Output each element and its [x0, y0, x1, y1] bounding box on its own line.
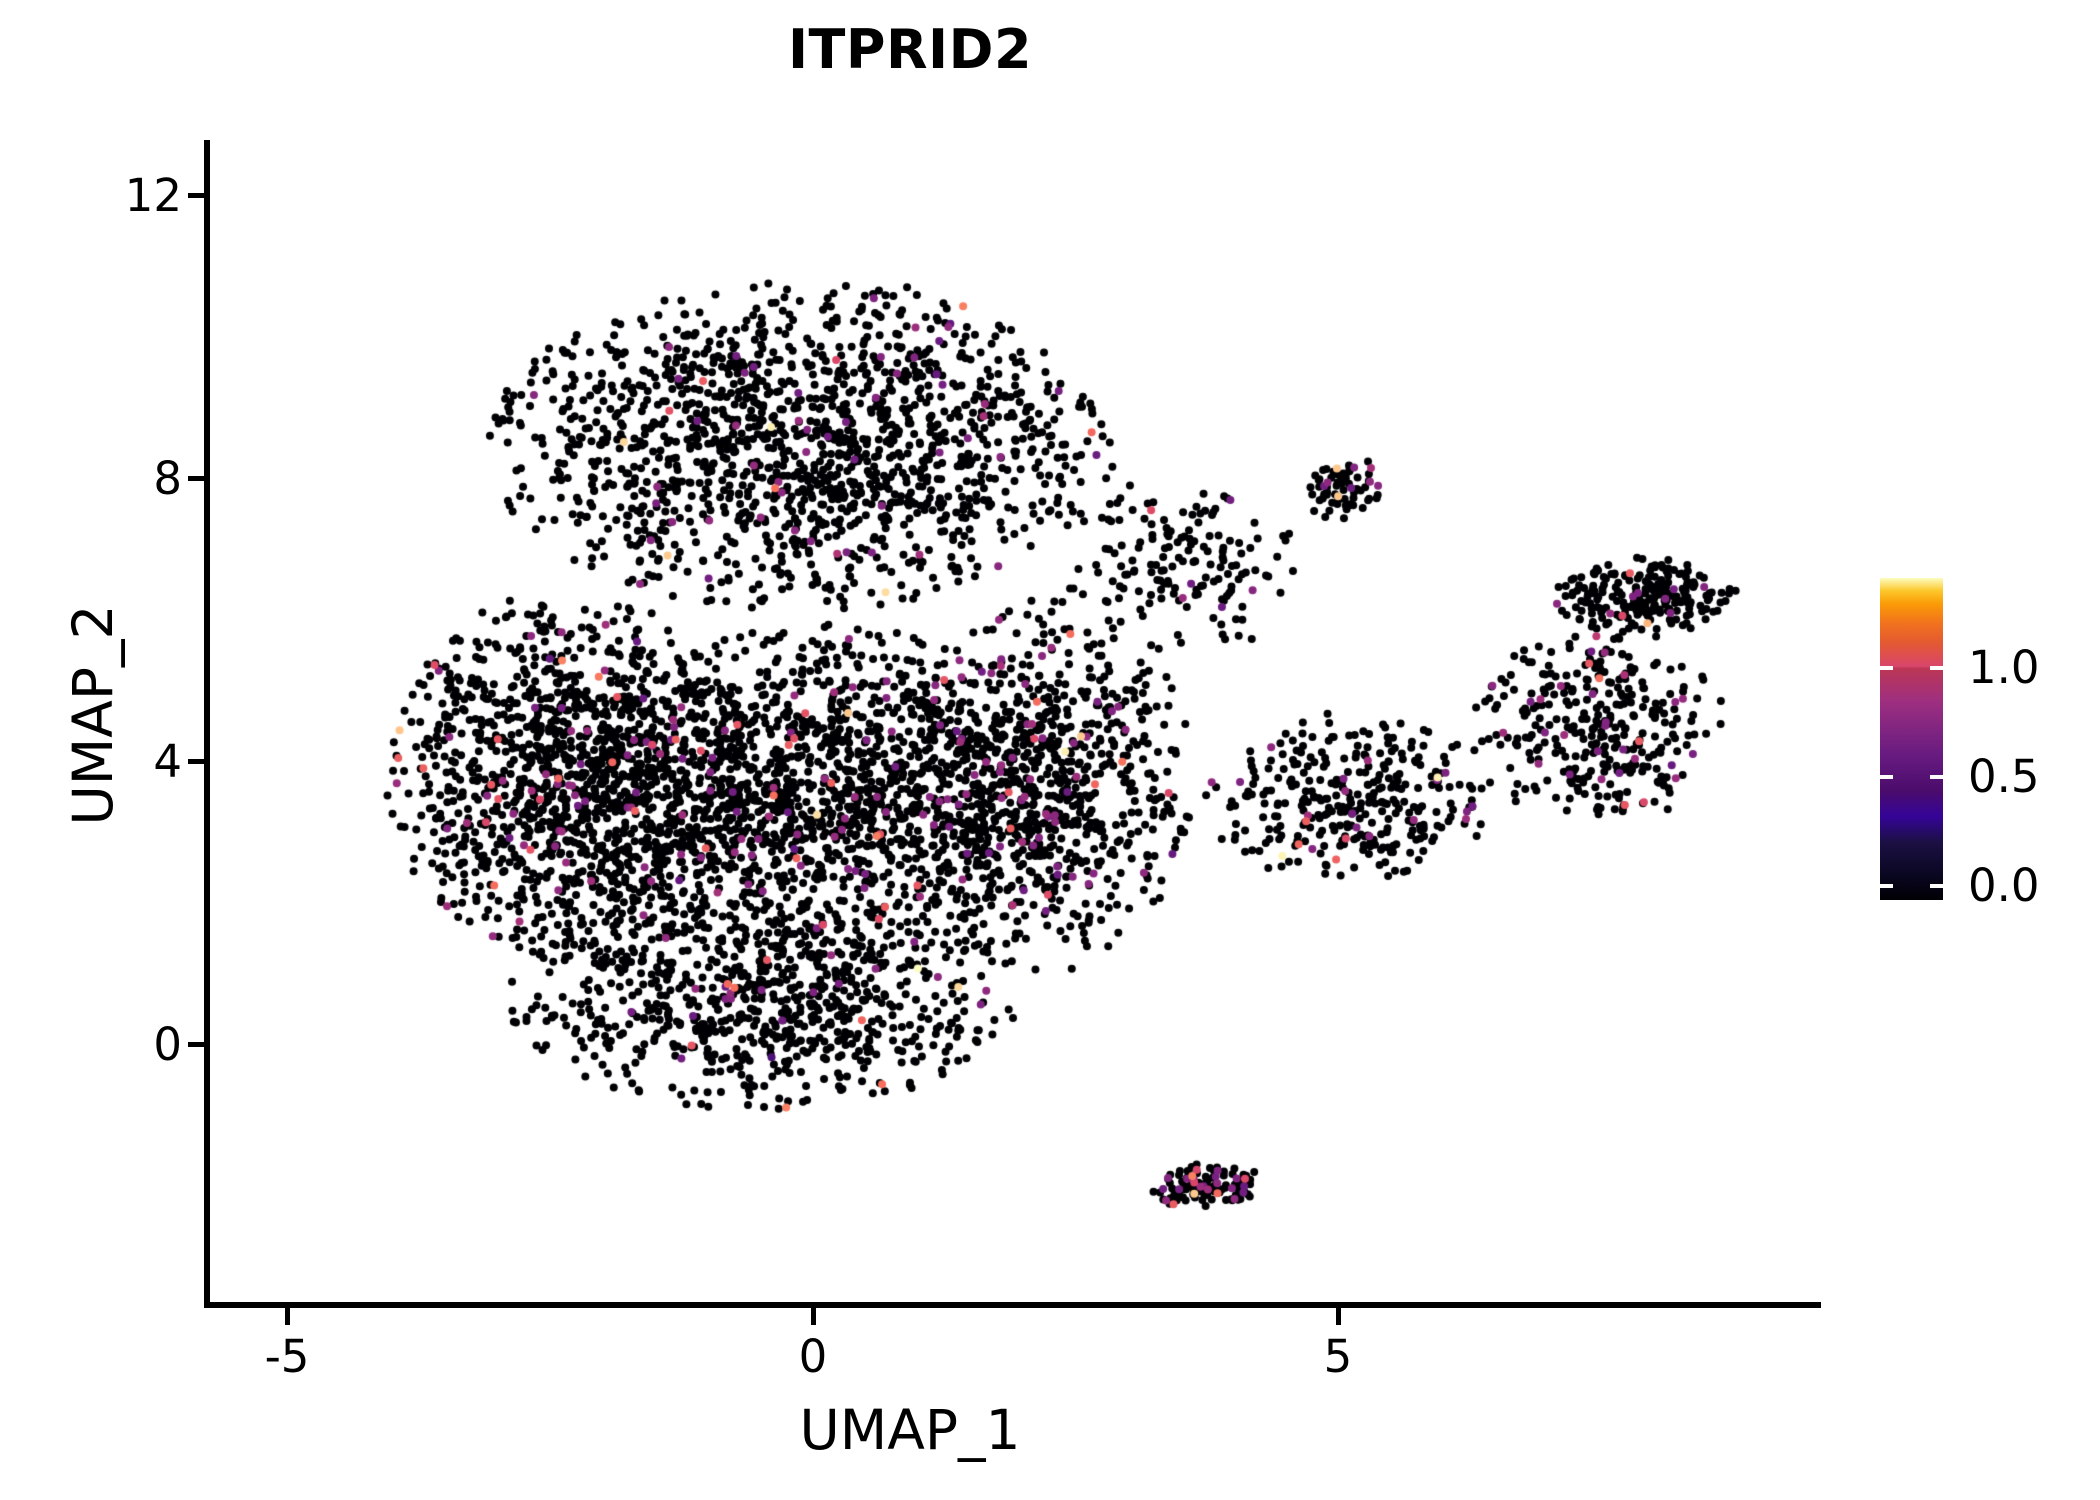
y-tick-label-0: 0 [153, 1018, 182, 1071]
colorbar-tick-label-0.5: 0.5 [1968, 750, 2040, 803]
x-tick-mark-5 [1336, 1308, 1341, 1325]
colorbar-tick-mark-0.5-left [1880, 775, 1893, 779]
x-axis-spine [204, 1302, 1821, 1308]
y-tick-label-8: 8 [153, 452, 182, 505]
page-title: ITPRID2 [787, 18, 1033, 81]
x-tick-label-minus5: -5 [264, 1330, 310, 1383]
y-tick-mark-0 [188, 1042, 205, 1047]
y-tick-label-12: 12 [124, 169, 182, 222]
x-tick-label-0: 0 [798, 1330, 828, 1383]
y-tick-mark-8 [188, 476, 205, 481]
y-tick-label-4: 4 [153, 735, 182, 788]
colorbar-gradient [1880, 578, 1943, 900]
colorbar-tick-mark-0.5-right [1930, 775, 1943, 779]
x-tick-mark-0 [811, 1308, 816, 1325]
y-tick-mark-12 [188, 193, 205, 198]
colorbar: 1.0 0.5 0.0 [1880, 578, 2080, 912]
y-axis-label: UMAP_2 [61, 604, 125, 826]
x-tick-label-5: 5 [1323, 1330, 1353, 1383]
x-axis-label: UMAP_1 [799, 1398, 1021, 1462]
scatter-plot-canvas [209, 140, 1820, 1305]
colorbar-tick-mark-1.0-left [1880, 666, 1893, 670]
y-axis-spine [204, 140, 210, 1308]
plot-area [209, 140, 1820, 1305]
colorbar-tick-mark-1.0-right [1930, 666, 1943, 670]
colorbar-tick-mark-0.0-right [1930, 884, 1943, 888]
y-tick-mark-4 [188, 759, 205, 764]
x-tick-mark-minus5 [285, 1308, 290, 1325]
colorbar-tick-label-0.0: 0.0 [1968, 859, 2040, 912]
colorbar-tick-mark-0.0-left [1880, 884, 1893, 888]
colorbar-tick-label-1.0: 1.0 [1968, 641, 2040, 694]
